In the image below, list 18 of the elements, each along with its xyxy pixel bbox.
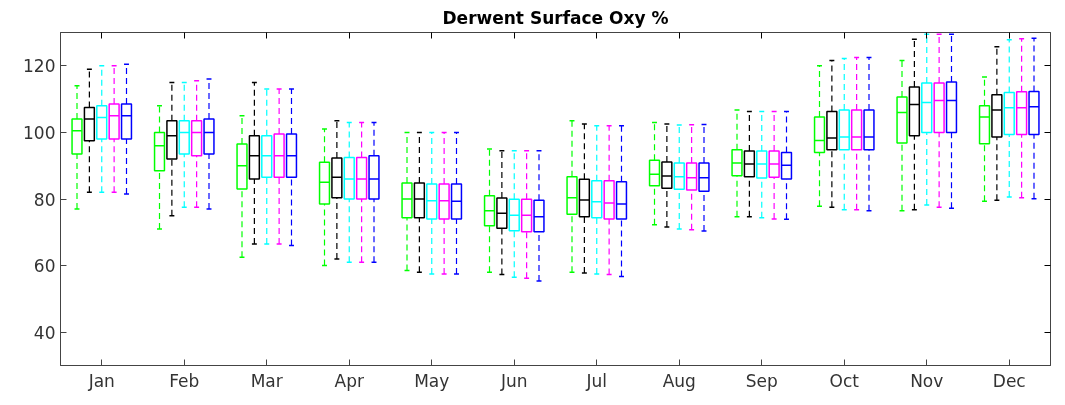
y-tick-label: 120	[23, 56, 56, 77]
chart-title: Derwent Surface Oxy %	[442, 7, 669, 28]
y-tick-label: 100	[23, 122, 56, 143]
x-tick-label: Feb	[169, 370, 200, 391]
x-tick-label: May	[414, 370, 450, 391]
y-tick-label: 80	[33, 189, 56, 210]
x-tick-label: Jan	[87, 370, 115, 391]
x-tick-label: Jul	[585, 370, 608, 391]
x-tick-label: Nov	[910, 370, 944, 391]
y-tick-label: 60	[33, 256, 56, 277]
x-tick-label: Aug	[662, 370, 696, 391]
x-tick-label: Sep	[745, 370, 778, 391]
x-tick-label: Oct	[829, 370, 860, 391]
x-tick-label: Jun	[499, 370, 528, 391]
x-tick-label: Dec	[992, 370, 1026, 391]
y-tick-label: 40	[33, 322, 56, 343]
x-tick-label: Mar	[250, 370, 283, 391]
x-tick-label: Apr	[334, 370, 364, 391]
